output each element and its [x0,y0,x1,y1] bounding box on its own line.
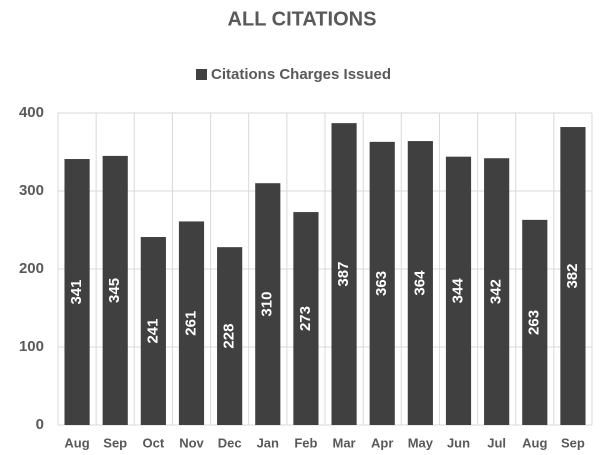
x-tick-label: Feb [294,435,317,450]
chart-title: ALL CITATIONS [228,8,377,30]
bar [484,158,510,426]
bar [293,212,319,425]
bar [217,247,243,425]
bar [178,221,205,425]
x-tick-label: Jun [447,435,470,450]
bar [64,159,90,425]
x-tick-label: Mar [333,435,356,450]
bar [522,219,548,425]
x-tick-label: Nov [179,435,204,450]
data-label: 263 [526,310,543,335]
data-label: 241 [144,318,161,343]
x-tick-label: Sep [561,435,585,450]
x-tick-label: Oct [143,435,165,450]
bar [369,141,395,426]
y-tick-label: 0 [36,416,44,433]
legend-label: Citations Charges Issued [211,66,391,83]
x-tick-label: Aug [64,435,89,450]
x-tick-label: Dec [218,435,242,450]
bar [255,183,281,425]
data-label: 228 [221,324,238,349]
y-tick-label: 400 [19,104,44,121]
legend: Citations Charges Issued [196,66,391,83]
x-tick-label: Jul [487,435,506,450]
data-label: 387 [335,262,352,287]
data-label: 273 [297,306,314,331]
x-tick-label: Apr [371,435,393,450]
data-label: 364 [411,270,428,296]
y-tick-label: 200 [19,260,44,277]
x-tick-label: May [408,435,434,450]
data-label: 382 [564,264,581,289]
data-label: 341 [68,279,85,304]
data-label: 261 [182,311,199,336]
bar [331,123,357,425]
data-label: 363 [373,271,390,296]
data-label: 342 [488,279,505,304]
bar [445,156,472,425]
data-label: 310 [259,292,276,317]
bar [407,141,433,425]
x-tick-label: Sep [103,435,127,450]
x-tick-label: Jan [257,435,279,450]
y-tick-label: 300 [19,182,44,199]
x-tick-label: Aug [522,435,547,450]
bar [560,127,586,425]
data-label: 345 [106,278,123,303]
data-label: 344 [449,278,466,304]
legend-swatch [196,69,207,80]
y-tick-label: 100 [19,338,44,355]
bar [102,155,128,425]
bar [140,237,166,425]
